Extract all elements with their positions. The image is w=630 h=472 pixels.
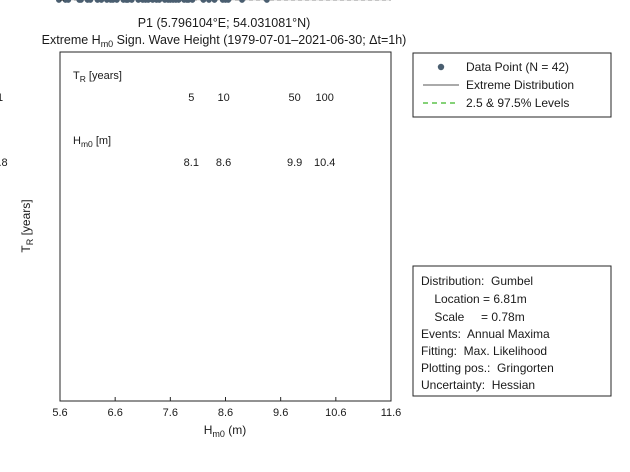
x-tick-label: 7.6 bbox=[163, 407, 178, 419]
legend-label-data-point: Data Point (N = 42) bbox=[466, 60, 569, 74]
return-level-label: 9.9 bbox=[287, 157, 302, 169]
x-tick-label: 9.6 bbox=[273, 407, 288, 419]
x-tick-label: 8.6 bbox=[218, 407, 233, 419]
data-point bbox=[156, 0, 163, 3]
info-fitting: Fitting: Max. Likelihood bbox=[421, 344, 547, 358]
data-point bbox=[98, 0, 105, 3]
chart-title-line1: P1 (5.796104°E; 54.031081°N) bbox=[138, 16, 311, 30]
legend-marker-data-point bbox=[437, 63, 445, 71]
x-tick-label: 6.6 bbox=[108, 407, 123, 419]
y-tick-label: 10 bbox=[43, 0, 55, 3]
info-box-frame bbox=[412, 265, 612, 397]
x-tick-label: 10.6 bbox=[325, 407, 346, 419]
info-distribution: Distribution: Gumbel bbox=[421, 274, 533, 288]
data-point bbox=[87, 0, 94, 3]
return-level-label: 6.8 bbox=[0, 157, 8, 169]
y-axis-ticks: 110100 bbox=[37, 0, 64, 3]
data-point bbox=[263, 0, 270, 3]
return-period-label: 10 bbox=[217, 92, 229, 104]
data-point bbox=[145, 0, 152, 3]
x-tick-label: 5.6 bbox=[52, 407, 67, 419]
legend: Data Point (N = 42) Extreme Distribution… bbox=[412, 52, 612, 118]
data-point bbox=[175, 0, 182, 3]
data-point bbox=[189, 0, 196, 3]
data-point bbox=[128, 0, 135, 3]
x-axis-label: Hm0 (m) bbox=[204, 423, 247, 439]
return-period-label: 50 bbox=[289, 92, 301, 104]
legend-label-confidence-levels: 2.5 & 97.5% Levels bbox=[466, 96, 569, 110]
x-tick-label: 11.6 bbox=[381, 407, 402, 419]
data-point bbox=[78, 0, 84, 3]
data-point bbox=[113, 0, 120, 3]
data-point bbox=[239, 0, 245, 3]
return-level-label: 10.4 bbox=[314, 157, 335, 169]
return-level-label: 8.1 bbox=[184, 157, 199, 169]
y-axis-label: TR [years] bbox=[19, 199, 35, 252]
info-plotting-position: Plotting pos.: Gringorten bbox=[421, 361, 554, 375]
hm0-annotation-label: Hm0 [m] bbox=[73, 135, 111, 149]
return-period-label: 5 bbox=[188, 92, 194, 104]
data-points bbox=[55, 0, 270, 3]
chart-title-line2: Extreme Hm0 Sign. Wave Height (1979-07-0… bbox=[42, 33, 407, 49]
data-point bbox=[225, 0, 232, 3]
return-period-label: 1 bbox=[0, 92, 3, 104]
data-point bbox=[211, 0, 218, 3]
x-axis-ticks: 5.6 6.6 7.6 8.6 9.6 10.6 11.6 bbox=[52, 397, 401, 419]
y-tick-label: 1 bbox=[49, 0, 55, 3]
return-period-annotation: TR [years] Hm0 [m] 1 5 10 50 100 6.8 8.1 8.6 9.… bbox=[0, 70, 335, 169]
return-period-label: 100 bbox=[316, 92, 334, 104]
info-scale: Scale = 0.78m bbox=[421, 310, 525, 324]
data-point bbox=[200, 0, 207, 3]
legend-label-extreme-distribution: Extreme Distribution bbox=[466, 78, 574, 92]
info-location: Location = 6.81m bbox=[421, 292, 527, 306]
return-level-label: 8.6 bbox=[216, 157, 231, 169]
data-point bbox=[65, 0, 72, 3]
fit-info-box: Distribution: Gumbel Location = 6.81m Sc… bbox=[412, 265, 612, 397]
info-events: Events: Annual Maxima bbox=[421, 327, 550, 341]
data-point bbox=[55, 0, 62, 3]
data-point bbox=[135, 0, 142, 3]
y-tick-label: 100 bbox=[37, 0, 55, 3]
plot-area: TR [years] Hm0 [m] 1 5 10 50 100 6.8 8.1 8.6 9.… bbox=[0, 0, 392, 402]
data-point bbox=[206, 0, 212, 3]
info-uncertainty: Uncertainty: Hessian bbox=[421, 378, 535, 392]
tr-annotation-label: TR [years] bbox=[73, 70, 122, 84]
